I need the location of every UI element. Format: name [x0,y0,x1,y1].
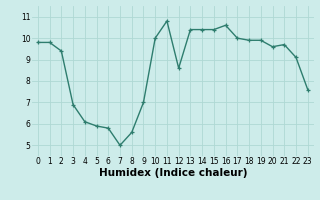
X-axis label: Humidex (Indice chaleur): Humidex (Indice chaleur) [99,168,247,178]
